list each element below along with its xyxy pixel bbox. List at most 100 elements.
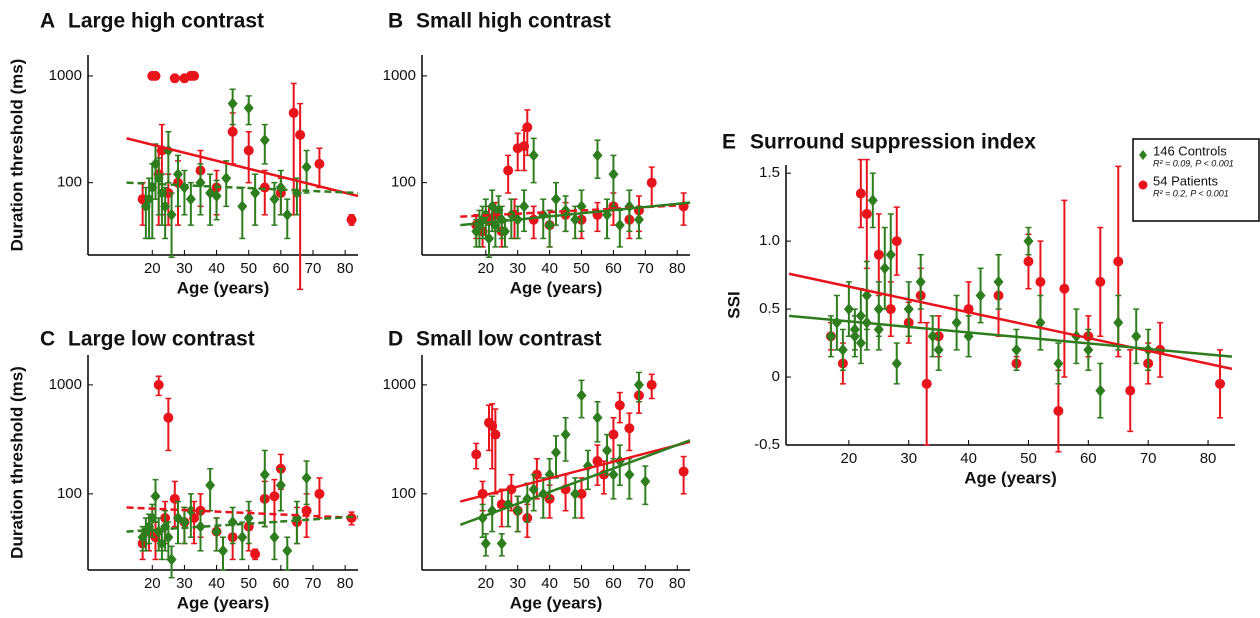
point — [189, 70, 200, 81]
x-tick-label: 60 — [605, 575, 622, 592]
x-tick-label: 80 — [669, 260, 686, 277]
point — [1023, 235, 1034, 248]
legend-label: 146 Controls — [1153, 143, 1227, 158]
point — [522, 122, 533, 133]
y-axis-label: SSI — [724, 291, 743, 318]
point — [288, 107, 299, 118]
legend-box — [1132, 138, 1260, 222]
fit-line — [788, 314, 1233, 358]
x-tick-label: 50 — [1020, 450, 1037, 467]
point — [1095, 276, 1106, 287]
point — [211, 189, 222, 202]
x-tick-label: 30 — [509, 575, 526, 592]
x-tick-label: 40 — [541, 575, 558, 592]
x-tick-label: 30 — [176, 575, 193, 592]
point — [227, 516, 238, 529]
y-tick-label: 0 — [772, 368, 780, 385]
point — [592, 411, 603, 424]
x-tick-label: 50 — [573, 260, 590, 277]
point — [1035, 276, 1046, 287]
point — [1131, 330, 1142, 343]
point — [1011, 343, 1022, 356]
panel: E Surround suppression index 20 30 40 50 60 70 8… — [722, 131, 1260, 487]
point — [570, 213, 581, 226]
point — [301, 161, 312, 174]
y-tick-label: 1.0 — [759, 232, 780, 249]
point — [608, 168, 619, 181]
x-tick-label: 60 — [273, 575, 290, 592]
point — [314, 158, 325, 169]
point — [166, 553, 177, 566]
point — [576, 389, 587, 402]
x-tick-label: 50 — [240, 575, 257, 592]
point — [163, 531, 174, 544]
point — [678, 466, 689, 477]
x-axis-label: Age (years) — [964, 468, 1057, 487]
fit-line — [788, 272, 1233, 371]
point — [275, 479, 286, 492]
point — [499, 225, 510, 238]
point — [825, 330, 836, 343]
point — [301, 471, 312, 484]
point — [837, 343, 848, 356]
point — [295, 129, 306, 140]
point — [993, 275, 1004, 288]
point — [855, 188, 866, 199]
point — [250, 186, 261, 199]
point — [608, 468, 619, 481]
point — [843, 303, 854, 316]
fit-line — [126, 137, 359, 198]
point — [503, 165, 514, 176]
panel-letter: B — [388, 10, 403, 33]
point — [903, 303, 914, 316]
point — [633, 378, 644, 391]
point — [975, 289, 986, 302]
point — [195, 520, 206, 533]
y-tick-label: -0.5 — [754, 436, 780, 453]
point — [346, 214, 357, 225]
fit-line — [459, 440, 691, 503]
point — [915, 275, 926, 288]
point — [282, 544, 293, 557]
x-tick-label: 20 — [477, 575, 494, 592]
point — [250, 549, 261, 560]
point — [633, 213, 644, 226]
point — [173, 168, 183, 181]
point — [1059, 283, 1070, 294]
point — [185, 193, 196, 206]
point — [282, 208, 293, 221]
y-axis-label: Duration threshold (ms) — [7, 59, 26, 252]
point — [153, 379, 164, 390]
point — [227, 97, 238, 110]
x-tick-label: 20 — [477, 260, 494, 277]
point — [1125, 385, 1136, 396]
legend-stats: R² = 0.2, P < 0.001 — [1153, 188, 1229, 198]
x-tick-label: 60 — [605, 260, 622, 277]
x-tick-label: 30 — [509, 260, 526, 277]
point — [301, 505, 312, 516]
point — [205, 479, 216, 492]
y-tick-label: 100 — [391, 485, 416, 502]
point — [269, 531, 280, 544]
point — [259, 468, 270, 481]
x-tick-label: 20 — [841, 450, 858, 467]
x-tick-label: 80 — [337, 575, 354, 592]
x-axis-label: Age (years) — [177, 593, 270, 612]
y-tick-label: 0.5 — [759, 300, 780, 317]
point — [885, 248, 896, 261]
fit-line — [459, 439, 691, 526]
panel: B Small high contrast 20 30 40 50 60 70 80 100 100… — [383, 10, 691, 297]
point — [1113, 256, 1124, 267]
x-axis-label: Age (years) — [177, 278, 270, 297]
point — [891, 236, 902, 247]
x-tick-label: 80 — [1200, 450, 1217, 467]
point — [544, 219, 555, 232]
x-tick-label: 50 — [240, 260, 257, 277]
point — [227, 126, 238, 137]
point — [237, 531, 248, 544]
panel-letter: C — [40, 328, 55, 351]
y-tick-label: 1.5 — [759, 164, 780, 181]
y-tick-label: 1000 — [383, 376, 416, 393]
point — [624, 468, 635, 481]
